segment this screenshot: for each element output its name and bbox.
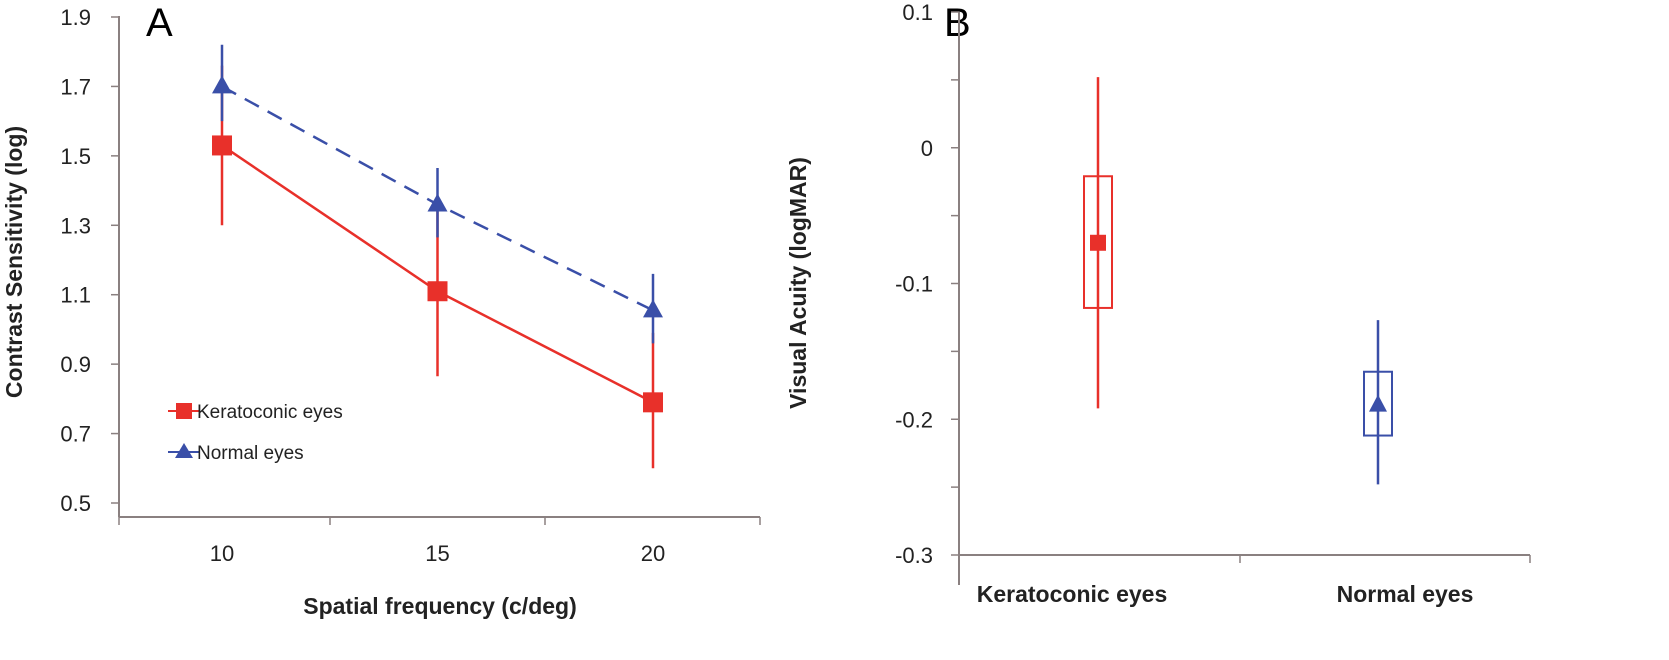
legend-label-keratoconic: Keratoconic eyes <box>197 402 343 423</box>
y-tick-label-a: 0.5 <box>60 491 91 516</box>
data-point-keratoconic <box>427 281 448 302</box>
y-tick-label-b: -0.2 <box>895 407 933 432</box>
y-tick-label-b: 0.1 <box>902 0 933 25</box>
x-category-label-b: Keratoconic eyes <box>977 581 1167 607</box>
data-point-normal <box>212 75 232 94</box>
data-point-normal <box>427 193 448 212</box>
mean-marker-normal <box>1369 394 1387 412</box>
legend-label-normal: Normal eyes <box>197 443 304 464</box>
y-tick-label-a: 1.9 <box>60 5 91 30</box>
x-tick-label-a: 10 <box>210 541 234 566</box>
y-tick-label-b: -0.3 <box>895 543 933 568</box>
box-1 <box>1363 370 1393 437</box>
legend-a: Keratoconic eyes Normal eyes <box>168 402 343 464</box>
y-tick-label-a: 0.9 <box>60 352 91 377</box>
y-tick-label-b: 0 <box>921 136 933 161</box>
y-axis-label-b: Visual Acuity (logMAR) <box>785 157 811 409</box>
box-0 <box>1083 175 1113 309</box>
x-axis-label-a: Spatial frequency (c/deg) <box>303 593 577 619</box>
y-tick-label-a: 0.7 <box>60 422 91 447</box>
chart-b-plot: -0.3 -0.2 -0.1 0 0.1 Keratoconic eyes Normal e… <box>895 0 1531 607</box>
data-point-keratoconic <box>212 135 232 156</box>
x-tick-label-a: 15 <box>425 541 449 566</box>
data-point-normal <box>643 299 663 318</box>
panel-label-a: A <box>146 1 173 45</box>
chart-a-plot: 0.5 0.7 0.9 1.1 1.3 1.5 1.7 1.9 10 15 20 <box>60 5 761 566</box>
y-tick-label-a: 1.5 <box>60 144 91 169</box>
legend-marker-normal <box>175 443 193 458</box>
x-category-label-b: Normal eyes <box>1337 581 1474 607</box>
y-tick-label-a: 1.3 <box>60 213 91 238</box>
y-tick-label-a: 1.1 <box>60 283 91 308</box>
y-tick-label-a: 1.7 <box>60 74 91 99</box>
legend-marker-keratoconic <box>176 403 192 419</box>
y-tick-label-b: -0.1 <box>895 272 933 297</box>
y-axis-label-a: Contrast Sensitivity (log) <box>1 126 27 398</box>
data-point-keratoconic <box>643 392 663 413</box>
x-tick-label-a: 20 <box>641 541 665 566</box>
mean-marker-keratoconic <box>1090 234 1106 251</box>
panel-label-b: B <box>944 1 971 45</box>
